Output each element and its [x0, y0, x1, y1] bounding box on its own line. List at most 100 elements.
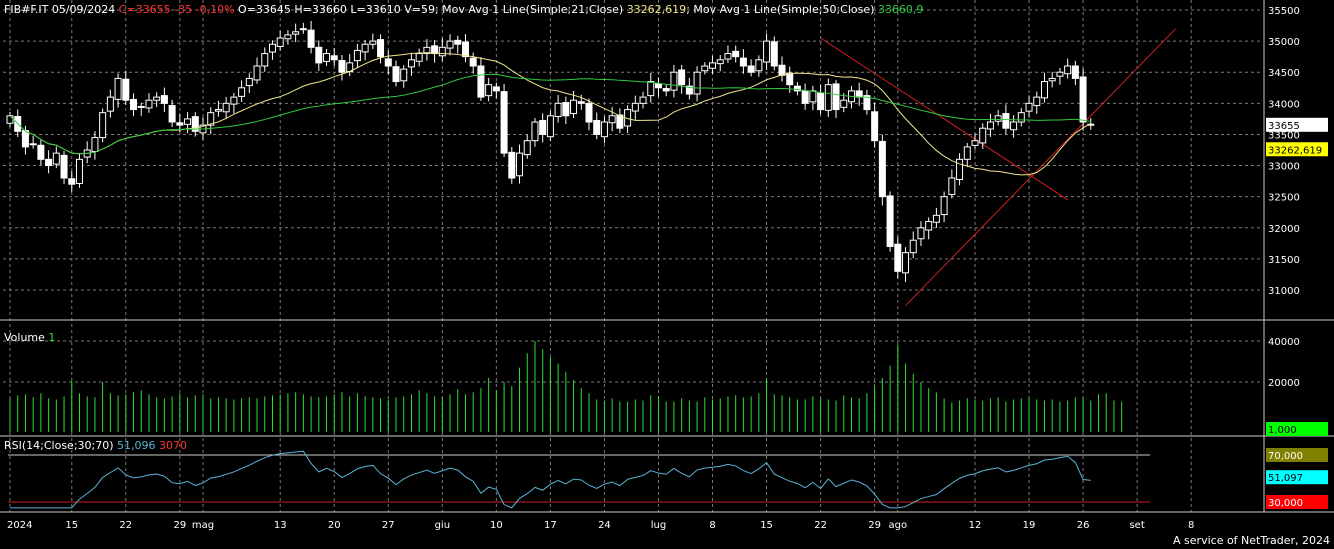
candle — [122, 70, 130, 105]
candle-body-down — [469, 57, 477, 67]
candle — [253, 57, 261, 84]
candle — [91, 131, 99, 160]
candle — [37, 139, 45, 166]
candle-body-up — [554, 102, 562, 118]
last-price-badge: 33655 — [1266, 117, 1328, 132]
candle-body-down — [786, 72, 794, 86]
uptrend-line — [905, 28, 1177, 306]
candle-body-up — [137, 105, 145, 108]
time-tick-label: 19 — [1023, 520, 1036, 531]
rsi70-badge-text: 70,000 — [1268, 451, 1303, 462]
candle-body-down — [801, 90, 809, 104]
candle — [238, 80, 246, 102]
candle — [678, 64, 686, 94]
candle-body-up — [29, 143, 37, 146]
candle — [1056, 67, 1064, 85]
candle-body-down — [855, 90, 863, 98]
time-tick-label: ago — [889, 520, 908, 531]
candle-body-down — [330, 55, 338, 61]
candle-body-up — [570, 99, 578, 115]
candle-body-up — [446, 40, 454, 49]
candle — [709, 55, 717, 74]
header-ohlc: O=33645 H=33660 L=33610 V=59; Mov Avg 1 … — [238, 3, 624, 16]
price-tick-label: 34000 — [1268, 99, 1300, 110]
candle-body-up — [709, 62, 717, 69]
candle — [469, 52, 477, 74]
candle-body-up — [245, 77, 253, 87]
candle-body-up — [902, 252, 910, 274]
candle — [724, 45, 732, 63]
candle-body-down — [1071, 65, 1079, 79]
grid-lines — [0, 0, 1334, 513]
candle — [423, 39, 431, 61]
candle — [909, 231, 917, 259]
candle — [323, 49, 331, 66]
candle — [1071, 60, 1079, 86]
candle-body-up — [75, 158, 83, 184]
candle — [114, 73, 122, 108]
time-tick-label: 29 — [868, 520, 881, 531]
candle — [268, 40, 276, 60]
candle-body-down — [122, 78, 130, 101]
candle — [446, 34, 454, 56]
header-ma21-value: 33262,619 — [626, 3, 687, 16]
candle — [778, 56, 786, 82]
candle — [21, 125, 29, 155]
candle-body-down — [878, 140, 886, 198]
candle — [377, 34, 385, 64]
candle — [99, 108, 107, 143]
candle — [994, 109, 1002, 126]
last-price-badge-box — [1266, 117, 1328, 132]
candle-body-up — [670, 71, 678, 91]
rsi-label-text: RSI(14;Close;30;70) — [4, 439, 114, 452]
time-tick-label: 10 — [490, 520, 503, 531]
rsi-badge-text: 51,097 — [1268, 473, 1303, 484]
candle — [902, 247, 910, 282]
candle — [75, 153, 83, 188]
candle-body-up — [647, 81, 655, 97]
candle-body-up — [917, 227, 925, 240]
candle-body-down — [384, 58, 392, 67]
candle-body-up — [438, 46, 446, 57]
price-tick-label: 32000 — [1268, 224, 1300, 235]
ma21-badge-text: 33262,619 — [1268, 145, 1322, 156]
candle — [384, 50, 392, 75]
rsi30-badge-box — [1266, 495, 1328, 509]
time-tick-label: 8 — [1188, 520, 1194, 531]
candle — [508, 147, 516, 184]
candle — [562, 96, 570, 124]
candle — [793, 82, 801, 96]
price-tick-label: 32500 — [1268, 193, 1300, 204]
candle — [106, 89, 114, 118]
time-tick-label: 12 — [969, 520, 982, 531]
candle — [979, 123, 987, 149]
candle-body-up — [809, 90, 817, 103]
candle — [1010, 115, 1018, 138]
candle — [963, 143, 971, 168]
candle — [670, 64, 678, 98]
candle — [986, 113, 994, 137]
time-tick-label: 17 — [544, 520, 557, 531]
candle — [191, 112, 199, 137]
candle — [207, 107, 215, 135]
candle-body-up — [253, 65, 261, 81]
candle-body-up — [6, 115, 14, 124]
time-tick-label: 8 — [709, 520, 715, 531]
candle-body-up — [361, 43, 369, 53]
candle — [917, 221, 925, 247]
candle — [346, 54, 354, 77]
candle — [886, 191, 894, 252]
candle-body-down — [160, 95, 168, 104]
candle-body-up — [925, 221, 933, 231]
rsi-label-value: 51,096 — [117, 439, 156, 452]
candle-body-down — [678, 69, 686, 86]
downtrend-line — [820, 37, 1068, 201]
candle — [407, 52, 415, 76]
candle — [6, 112, 14, 127]
candle-body-up — [261, 53, 269, 67]
candle-body-down — [37, 144, 45, 160]
price-tick-label: 35500 — [1268, 6, 1300, 17]
candle — [145, 93, 153, 113]
candle-body-down — [871, 111, 879, 142]
volume-label-value: 1 — [48, 331, 56, 344]
